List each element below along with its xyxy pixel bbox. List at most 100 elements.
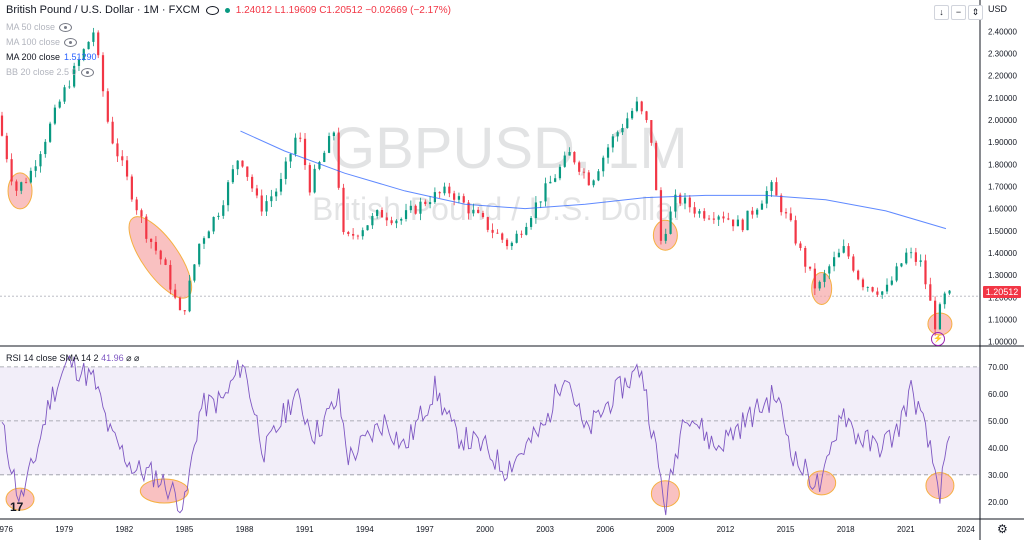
price-tick-label: 2.20000 [988, 72, 1017, 81]
candle-body [630, 110, 634, 119]
candle-body [428, 202, 432, 205]
candle-body [260, 195, 263, 212]
candle-body [255, 188, 259, 196]
time-tick-label: 1997 [416, 525, 434, 534]
candle-body [164, 259, 167, 265]
eye-icon[interactable] [205, 5, 219, 15]
minus-icon[interactable]: − [951, 5, 966, 20]
candle-body [443, 186, 446, 194]
candle-body [756, 209, 759, 215]
candle-body [318, 161, 321, 169]
candle-body [438, 192, 441, 194]
candle-body [337, 132, 340, 188]
indicator-bb[interactable]: BB 20 close 2.5 0 [6, 67, 94, 77]
candle-body [520, 233, 523, 235]
candle-body [356, 235, 360, 237]
rsi-eye-icons[interactable]: ⌀ ⌀ [126, 353, 140, 363]
candle-body [876, 291, 879, 295]
indicator-ma200-label: MA 200 close [6, 52, 61, 62]
price-tick-label: 1.70000 [988, 182, 1017, 191]
candle-body [510, 242, 513, 247]
candle-body [655, 142, 658, 191]
time-tick-label: 2003 [536, 525, 554, 534]
candle-body [717, 216, 720, 220]
eye-off-icon[interactable] [59, 22, 73, 32]
candle-body [289, 154, 292, 162]
candle-body [837, 252, 841, 258]
eye-off-icon[interactable] [80, 67, 94, 77]
indicator-bb-label: BB 20 close 2.5 0 [6, 67, 77, 77]
candle-body [15, 181, 18, 191]
candle-body [130, 176, 133, 200]
candle-body [587, 172, 590, 186]
indicator-ma100[interactable]: MA 100 close [6, 37, 78, 47]
candle-body [174, 289, 177, 298]
candle-body [679, 194, 682, 204]
candle-body [539, 201, 542, 203]
candle-body [207, 231, 210, 239]
candle-body [640, 101, 643, 112]
candle-body [217, 215, 220, 217]
eye-off-icon[interactable] [64, 37, 78, 47]
time-tick-label: 2000 [476, 525, 494, 534]
candle-body [707, 218, 711, 220]
candle-body [568, 152, 571, 156]
candle-body [736, 219, 740, 227]
candle-body [202, 238, 206, 244]
candle-body [847, 246, 850, 257]
candle-body [558, 166, 562, 179]
candle-body [549, 181, 552, 184]
candle-body [529, 218, 533, 227]
time-tick-label: 2021 [897, 525, 915, 534]
candle-body [183, 310, 186, 312]
candle-body [818, 281, 821, 289]
candle-body [905, 252, 908, 264]
rsi-value: 41.96 [101, 353, 124, 363]
candle-body [241, 160, 244, 167]
candle-body [453, 193, 456, 200]
ohlc-values: 1.24012 L1.19609 C1.20512 −0.02669 (−2.1… [235, 4, 451, 16]
candle-body [145, 216, 148, 239]
candle-body [53, 107, 57, 124]
arrow-down-icon[interactable]: ↓ [934, 5, 949, 20]
candle-body [5, 135, 8, 160]
candle-body [414, 205, 417, 214]
candle-body [140, 210, 143, 217]
tradingview-logo[interactable]: 17 [10, 500, 24, 514]
gear-icon[interactable]: ⚙ [997, 522, 1008, 536]
candle-body [784, 212, 788, 214]
maximize-icon[interactable]: ⇕ [968, 5, 983, 20]
price-tick-label: 1.80000 [988, 160, 1017, 169]
candle-body [683, 197, 687, 204]
rsi-highlight-ellipse [650, 480, 680, 508]
candle-body [68, 86, 71, 88]
candle-body [861, 279, 865, 288]
price-tick-label: 1.00000 [988, 338, 1017, 347]
candle-body [448, 186, 451, 194]
price-tick-label: 1.10000 [988, 316, 1017, 325]
candle-body [279, 178, 283, 192]
candle-body [804, 247, 807, 267]
rsi-highlight-ellipse [5, 487, 35, 511]
candle-body [48, 123, 52, 142]
lightning-icon[interactable]: ⚡ [931, 332, 945, 346]
currency-label[interactable]: USD [988, 4, 1008, 14]
candle-body [270, 196, 273, 202]
candle-body [833, 257, 836, 267]
candle-body [760, 203, 764, 210]
symbol-title[interactable]: British Pound / U.S. Dollar · 1M · FXCM [6, 4, 200, 16]
indicator-ma50[interactable]: MA 50 close [6, 22, 73, 32]
candle-body [308, 165, 311, 193]
candle-body [515, 233, 518, 243]
time-tick-label: 1994 [356, 525, 374, 534]
price-tick-label: 2.40000 [988, 27, 1017, 36]
price-tick-label: 1.90000 [988, 138, 1017, 147]
candle-body [116, 143, 119, 157]
time-tick-label: 2006 [596, 525, 614, 534]
price-tick-label: 1.50000 [988, 227, 1017, 236]
indicator-ma200[interactable]: MA 200 close 1.51290 [6, 52, 97, 62]
candle-body [852, 256, 855, 271]
rsi-legend[interactable]: RSI 14 close SMA 14 2 41.96 ⌀ ⌀ [6, 353, 139, 364]
candle-body [294, 137, 297, 155]
